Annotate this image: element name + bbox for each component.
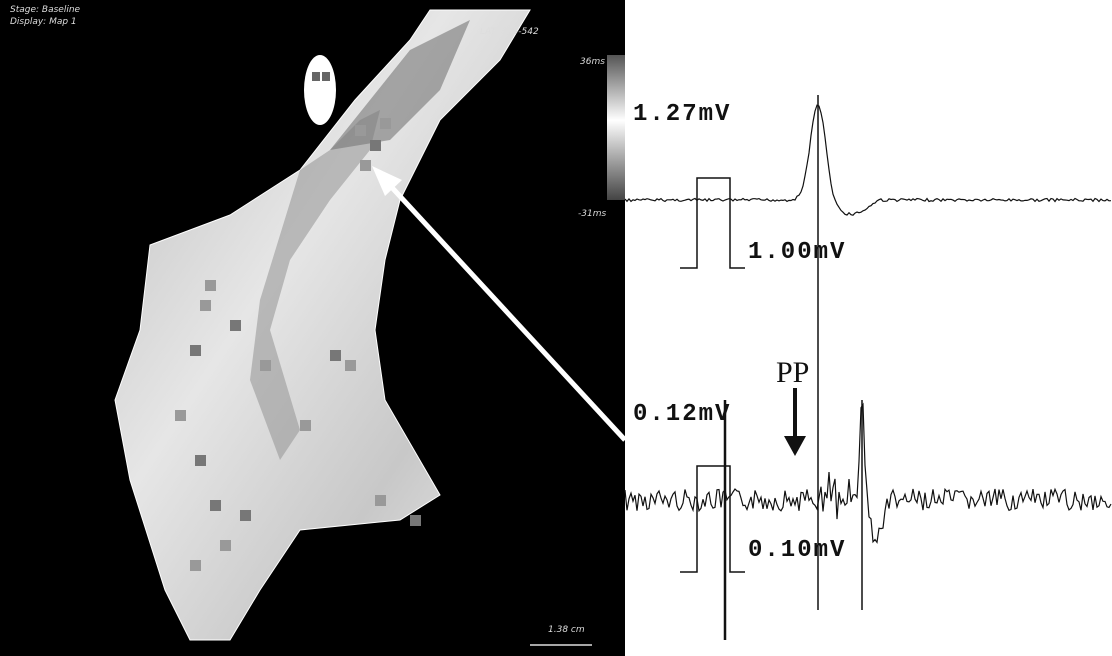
amplitude-label: 1.27mV — [633, 101, 731, 128]
point — [190, 560, 201, 571]
colorbar-min: -31ms — [578, 209, 606, 219]
lat-label: LAT: 355-542 — [480, 27, 539, 37]
point — [330, 350, 341, 361]
pp-arrow-head — [784, 436, 806, 456]
point — [375, 495, 386, 506]
point — [410, 515, 421, 526]
point — [355, 125, 366, 136]
point — [230, 320, 241, 331]
point — [322, 72, 330, 81]
point — [360, 160, 371, 171]
amplitude-label: 0.12mV — [633, 401, 731, 428]
pp-label: PP — [776, 356, 809, 389]
stage-label: Stage: Baseline — [10, 5, 81, 15]
figure: Stage: Baseline Display: Map 1 LAT: 355-… — [0, 0, 1112, 656]
point — [312, 72, 320, 81]
marker-ellipse — [304, 55, 336, 125]
calibration-pulse — [680, 178, 745, 268]
point — [260, 360, 271, 371]
point — [205, 280, 216, 291]
point — [190, 345, 201, 356]
point — [200, 300, 211, 311]
point — [300, 420, 311, 431]
point — [345, 360, 356, 371]
point — [220, 540, 231, 551]
scale-label: 1.38 cm — [548, 625, 585, 635]
point — [175, 410, 186, 421]
point — [370, 140, 381, 151]
calibration-pulse — [680, 466, 745, 572]
point — [380, 118, 391, 129]
colorbar-max: 36ms — [580, 57, 605, 67]
calibration-label: 1.00mV — [748, 239, 846, 266]
point — [195, 455, 206, 466]
display-label: Display: Map 1 — [10, 17, 77, 27]
colorbar — [607, 55, 625, 200]
point — [240, 510, 251, 521]
calibration-label: 0.10mV — [748, 537, 846, 564]
point — [210, 500, 221, 511]
